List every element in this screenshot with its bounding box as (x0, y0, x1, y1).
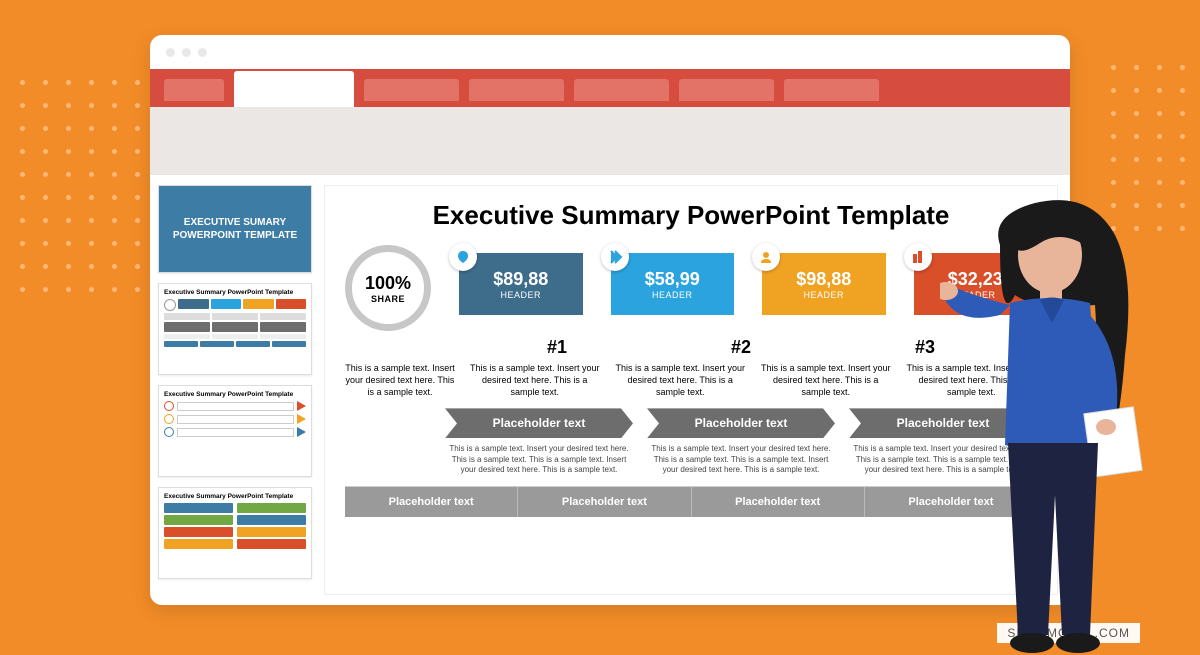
building-icon (904, 243, 932, 271)
thumb-title: Executive Summary PowerPoint Template (164, 391, 306, 398)
cards-row: 100% SHARE $89,88 HEADER $58,99 HEADER (345, 245, 1037, 331)
ribbon-tab[interactable] (469, 79, 564, 101)
leaf-icon (449, 243, 477, 271)
thumbnail-slide-1[interactable]: EXECUTIVE SUMARY POWERPOINT TEMPLATE (158, 185, 312, 273)
ribbon-tools (150, 107, 1070, 175)
mini-card (243, 299, 274, 309)
thumbnail-slide-4[interactable]: Executive Summary PowerPoint Template (158, 487, 312, 579)
sample-text: This is a sample text. Insert your desir… (469, 362, 601, 398)
card-3: $98,88 HEADER (748, 245, 886, 331)
small-sample-text: This is a sample text. Insert your desir… (647, 444, 835, 475)
small-sample-text: This is a sample text. Insert your desir… (445, 444, 633, 475)
sample-text-row: This is a sample text. Insert your desir… (345, 362, 1037, 398)
mini-card (211, 299, 242, 309)
sample-text: This is a sample text. Insert your desir… (345, 362, 455, 398)
ribbon-tab[interactable] (679, 79, 774, 101)
share-label: SHARE (371, 294, 405, 304)
card-price: $89,88 (493, 269, 548, 290)
placeholder-chevron: Placeholder text (445, 408, 633, 438)
footer-cell: Placeholder text (692, 487, 865, 517)
app-ribbon (150, 69, 1070, 107)
thumbnail-slide-3[interactable]: Executive Summary PowerPoint Template (158, 385, 312, 477)
thumb-title: Executive Summary PowerPoint Template (164, 493, 306, 500)
chevron-icon (601, 243, 629, 271)
sample-text: This is a sample text. Insert your desir… (615, 362, 747, 398)
footer-row: Placeholder text Placeholder text Placeh… (345, 486, 1037, 517)
card-header: HEADER (652, 290, 693, 300)
num-1: #1 (465, 337, 649, 358)
placeholder-chevron: Placeholder text (647, 408, 835, 438)
slide-title: Executive Summary PowerPoint Template (345, 200, 1037, 231)
window-dot (166, 48, 175, 57)
person-illustration (940, 195, 1170, 655)
window-dot (182, 48, 191, 57)
card-header: HEADER (803, 290, 844, 300)
ribbon-tab-active[interactable] (234, 71, 354, 107)
card-price: $98,88 (796, 269, 851, 290)
mini-card (276, 299, 307, 309)
num-2: #2 (649, 337, 833, 358)
sample-text: This is a sample text. Insert your desir… (760, 362, 892, 398)
thumb-title: Executive Summary PowerPoint Template (164, 289, 306, 296)
ribbon-tab[interactable] (164, 79, 224, 101)
thumbnail-slide-2[interactable]: Executive Summary PowerPoint Template (158, 283, 312, 375)
mini-card (178, 299, 209, 309)
ribbon-tab[interactable] (574, 79, 669, 101)
window-dot (198, 48, 207, 57)
dot-grid-left (20, 80, 140, 310)
browser-window: EXECUTIVE SUMARY POWERPOINT TEMPLATE Exe… (150, 35, 1070, 605)
ribbon-tab[interactable] (364, 79, 459, 101)
footer-cell: Placeholder text (518, 487, 691, 517)
card-price: $58,99 (645, 269, 700, 290)
share-percent: 100% (365, 273, 411, 294)
mini-icon (164, 299, 176, 311)
ribbon-tab[interactable] (784, 79, 879, 101)
worker-icon (752, 243, 780, 271)
footer-cell: Placeholder text (345, 487, 518, 517)
share-circle: 100% SHARE (345, 245, 431, 331)
workspace: EXECUTIVE SUMARY POWERPOINT TEMPLATE Exe… (150, 175, 1070, 605)
card-1: $89,88 HEADER (445, 245, 583, 331)
window-controls (150, 35, 1070, 69)
card-header: HEADER (500, 290, 541, 300)
slide-thumbnails: EXECUTIVE SUMARY POWERPOINT TEMPLATE Exe… (150, 175, 320, 605)
card-2: $58,99 HEADER (597, 245, 735, 331)
